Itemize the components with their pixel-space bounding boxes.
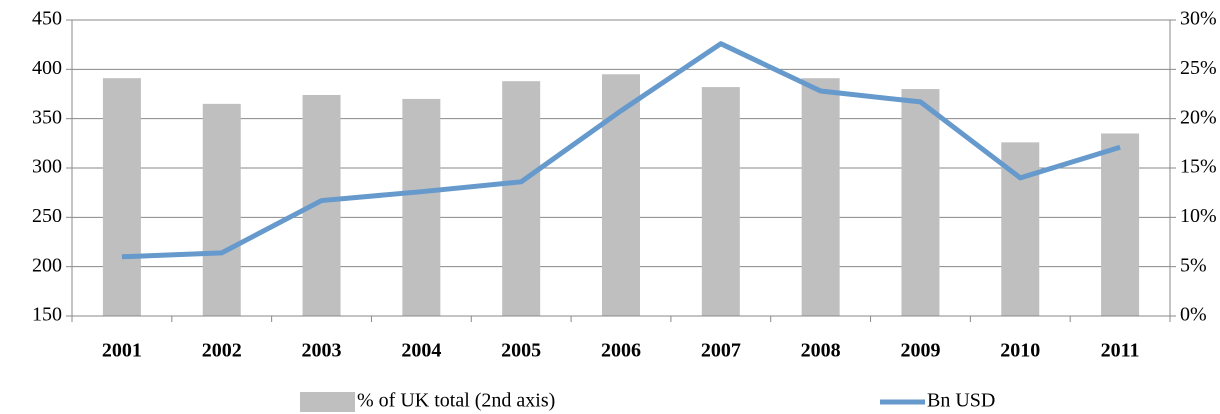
x-tick-label: 2001 [102,340,142,362]
y-tick-label: 200 [32,254,62,276]
y-tick-label: 150 [32,304,62,326]
y-tick-label: 350 [32,106,62,128]
bar [502,81,541,316]
y-tick-label: 300 [32,156,62,178]
legend-label: Bn USD [927,390,995,412]
y-tick-label: 400 [32,57,62,79]
y2-tick-label: 30% [1180,8,1217,30]
y2-tick-label: 0% [1180,304,1207,326]
x-tick-label: 2009 [900,340,940,362]
line [121,41,1121,260]
y2-tick-label: 25% [1180,57,1217,79]
x-tick-label: 2005 [501,340,541,362]
x-tick-label: 2010 [1000,340,1040,362]
x-tick-label: 2002 [202,340,242,362]
x-tick-label: 2008 [801,340,841,362]
y-tick-label: 250 [32,205,62,227]
bar [901,89,940,316]
y2-tick-label: 10% [1180,205,1217,227]
y2-tick-label: 5% [1180,254,1207,276]
x-tick-label: 2011 [1101,340,1140,362]
y2-tick-label: 20% [1180,106,1217,128]
x-tick-label: 2006 [601,340,641,362]
bar [402,98,441,316]
bar [102,78,141,316]
bar [1101,133,1140,316]
x-tick-label: 2004 [401,340,441,362]
legend-swatch [300,392,355,412]
legend-label: % of UK total (2nd axis) [357,390,555,412]
bar [202,103,241,316]
bar [602,74,640,317]
y2-tick-label: 15% [1180,156,1217,178]
x-tick-label: 2003 [302,340,342,362]
bar [801,78,840,316]
x-tick-label: 2007 [701,340,741,362]
y-tick-label: 450 [32,8,62,30]
bar [701,87,740,317]
